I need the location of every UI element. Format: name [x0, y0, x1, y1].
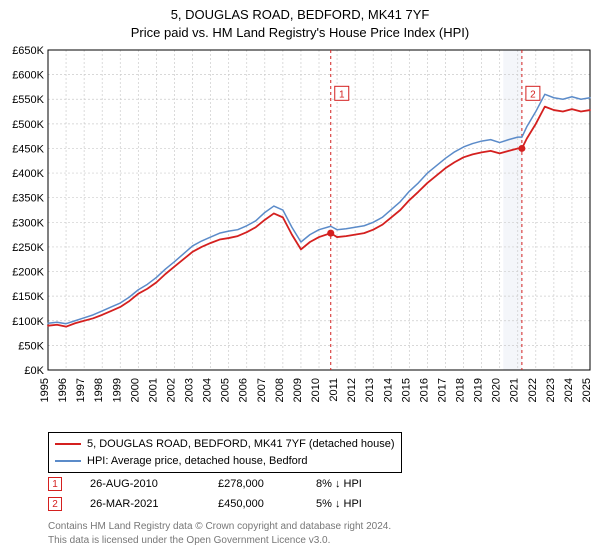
- svg-text:2: 2: [530, 89, 536, 100]
- svg-text:2003: 2003: [184, 378, 196, 402]
- svg-text:2009: 2009: [292, 378, 304, 402]
- sale-marker: 1: [48, 477, 62, 491]
- svg-text:£250K: £250K: [12, 242, 44, 254]
- svg-text:£600K: £600K: [12, 70, 44, 82]
- svg-text:2006: 2006: [238, 378, 250, 402]
- svg-text:2018: 2018: [455, 378, 467, 402]
- legend: 5, DOUGLAS ROAD, BEDFORD, MK41 7YF (deta…: [48, 432, 402, 473]
- svg-text:1997: 1997: [75, 378, 87, 402]
- svg-text:1998: 1998: [93, 378, 105, 402]
- svg-text:£350K: £350K: [12, 193, 44, 205]
- svg-text:£50K: £50K: [18, 340, 44, 352]
- sale-date: 26-MAR-2021: [90, 498, 190, 510]
- footer-line1: Contains HM Land Registry data © Crown c…: [48, 520, 391, 534]
- legend-swatch: [55, 443, 81, 445]
- svg-text:2012: 2012: [346, 378, 358, 402]
- svg-text:1996: 1996: [57, 378, 69, 402]
- svg-text:2004: 2004: [202, 378, 214, 402]
- sales-table: 1 26-AUG-2010 £278,000 8% ↓ HPI 2 26-MAR-2021…: [48, 474, 406, 514]
- svg-text:£300K: £300K: [12, 217, 44, 229]
- legend-item: 5, DOUGLAS ROAD, BEDFORD, MK41 7YF (deta…: [55, 436, 395, 453]
- legend-swatch: [55, 460, 81, 462]
- sale-diff: 5% ↓ HPI: [316, 498, 406, 510]
- title-subtitle: Price paid vs. HM Land Registry's House …: [0, 24, 600, 42]
- svg-text:2010: 2010: [310, 378, 322, 402]
- chart-container: { "header": { "address": "5, DOUGLAS ROA…: [0, 0, 600, 560]
- sale-diff: 8% ↓ HPI: [316, 478, 406, 490]
- legend-item: HPI: Average price, detached house, Bedf…: [55, 453, 395, 470]
- svg-text:£400K: £400K: [12, 168, 44, 180]
- sale-row: 2 26-MAR-2021 £450,000 5% ↓ HPI: [48, 494, 406, 514]
- legend-label: HPI: Average price, detached house, Bedf…: [87, 453, 308, 470]
- svg-text:2013: 2013: [364, 378, 376, 402]
- svg-text:£0K: £0K: [24, 365, 44, 377]
- sale-date: 26-AUG-2010: [90, 478, 190, 490]
- svg-text:£150K: £150K: [12, 291, 44, 303]
- svg-text:2001: 2001: [147, 378, 159, 402]
- svg-text:£550K: £550K: [12, 94, 44, 106]
- svg-text:£100K: £100K: [12, 316, 44, 328]
- svg-text:2017: 2017: [436, 378, 448, 402]
- svg-text:1995: 1995: [39, 378, 51, 402]
- svg-text:£650K: £650K: [12, 45, 44, 57]
- legend-label: 5, DOUGLAS ROAD, BEDFORD, MK41 7YF (deta…: [87, 436, 395, 453]
- svg-text:2014: 2014: [382, 378, 394, 402]
- svg-text:2005: 2005: [220, 378, 232, 402]
- sale-price: £278,000: [218, 478, 288, 490]
- svg-text:£500K: £500K: [12, 119, 44, 131]
- svg-text:2025: 2025: [581, 378, 593, 402]
- sale-row: 1 26-AUG-2010 £278,000 8% ↓ HPI: [48, 474, 406, 494]
- svg-text:£200K: £200K: [12, 267, 44, 279]
- svg-text:1999: 1999: [111, 378, 123, 402]
- svg-text:2019: 2019: [473, 378, 485, 402]
- svg-text:2008: 2008: [274, 378, 286, 402]
- svg-text:2023: 2023: [545, 378, 557, 402]
- svg-text:2022: 2022: [527, 378, 539, 402]
- footer-attribution: Contains HM Land Registry data © Crown c…: [48, 520, 391, 548]
- chart-svg: £0K £50K £100K £150K £200K £250K £300K £350K £40…: [0, 44, 600, 424]
- svg-text:2011: 2011: [328, 378, 340, 402]
- chart-area: £0K £50K £100K £150K £200K £250K £300K £350K £40…: [0, 44, 600, 424]
- svg-text:2002: 2002: [165, 378, 177, 402]
- svg-text:2024: 2024: [563, 378, 575, 402]
- svg-text:1: 1: [339, 89, 345, 100]
- svg-text:2000: 2000: [129, 378, 141, 402]
- svg-text:2015: 2015: [400, 378, 412, 402]
- svg-text:2021: 2021: [509, 378, 521, 402]
- svg-text:2020: 2020: [491, 378, 503, 402]
- svg-text:2007: 2007: [256, 378, 268, 402]
- sale-price: £450,000: [218, 498, 288, 510]
- footer-line2: This data is licensed under the Open Gov…: [48, 534, 391, 548]
- svg-text:£450K: £450K: [12, 143, 44, 155]
- sale-marker: 2: [48, 497, 62, 511]
- title-address: 5, DOUGLAS ROAD, BEDFORD, MK41 7YF: [0, 6, 600, 24]
- chart-title: 5, DOUGLAS ROAD, BEDFORD, MK41 7YF Price…: [0, 0, 600, 42]
- svg-text:2016: 2016: [418, 378, 430, 402]
